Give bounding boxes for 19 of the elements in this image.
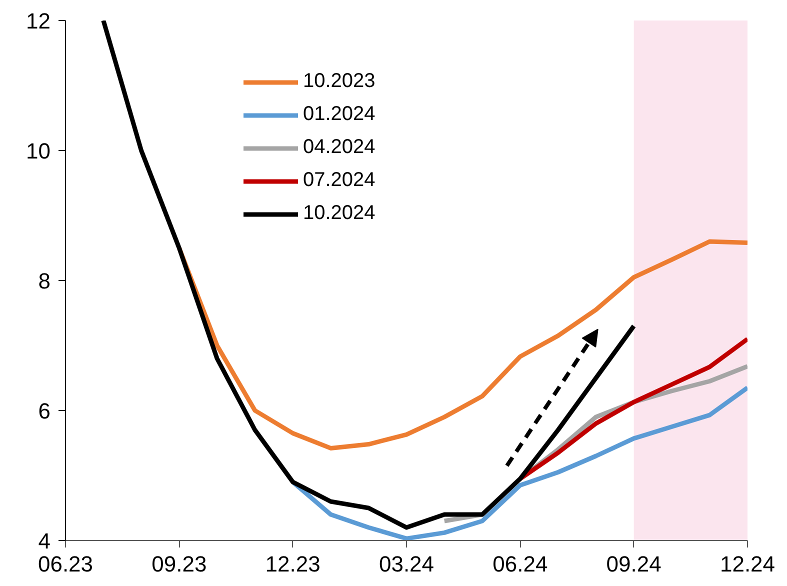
y-tick-label: 6 [38,398,51,424]
x-tick-label: 09.24 [606,552,662,576]
y-tick-label: 10 [26,138,51,164]
legend-label: 04.2024 [303,136,376,159]
legend-label: 07.2024 [303,169,376,192]
y-tick-label: 8 [38,268,51,294]
x-tick-label: 09.23 [152,552,207,576]
legend-label: 01.2024 [303,103,376,126]
x-tick-label: 12.23 [265,552,320,576]
y-tick-label: 12 [26,8,51,34]
y-tick-label: 4 [38,528,51,554]
x-tick-label: 03.24 [378,552,434,576]
line-series [101,20,636,530]
x-tick-label: 12.24 [720,552,776,576]
line-series [290,386,748,540]
legend-label: 10.2023 [303,70,376,93]
legend-label: 10.2024 [303,202,376,225]
x-tick-label: 06.24 [492,552,548,576]
x-tick-label: 06.23 [38,552,94,576]
